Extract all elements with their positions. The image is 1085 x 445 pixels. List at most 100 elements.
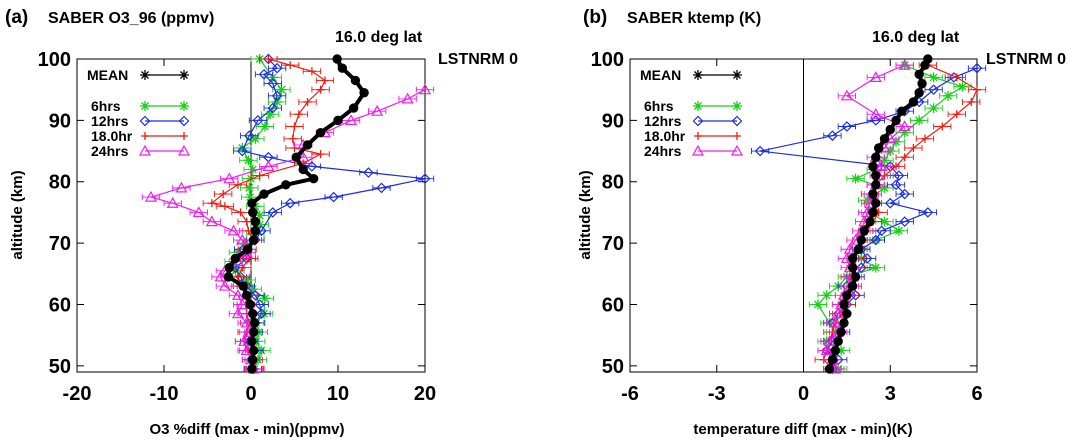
panel-a-y-tick-label-4: 90: [49, 110, 71, 132]
panel-a-series-MEAN-point-31: [332, 54, 342, 64]
panel-b-series-MEAN-point-5: [839, 318, 849, 328]
panel-a-series-24hrs-errorbar-15: [224, 227, 243, 234]
panel-b-series-24hrs-point-30: [898, 58, 911, 70]
panel-b-legend-marker-right-4: [730, 144, 744, 156]
panel-b-series-24hrs-errorbar-28: [837, 92, 856, 99]
panel-a-series-12hrs-errorbar-25: [240, 132, 259, 139]
panel-b-series-MEAN-point-1: [827, 355, 838, 365]
panel-b-ticks: -6 -3 0 3 6 50 60 70 80 90 100: [591, 49, 983, 405]
panel-a-series-12hrs-point-18: [328, 191, 339, 203]
panel-a-series-6hrs-point-23: [237, 142, 248, 153]
panel-a-series-24hrs-point-19: [144, 190, 157, 202]
panel-b-series-24hrs-point-6: [832, 307, 845, 319]
panel-b-series-6hrs-point-28: [957, 81, 968, 92]
panel-a-series-6hrs-point-7: [259, 293, 270, 304]
panel-a-legend-label-2: 12hrs: [91, 113, 129, 129]
panel-a-series-24hrs-errorbar-28: [398, 95, 417, 102]
panel-a-series-18.0hr-point-30: [316, 85, 325, 94]
panel-a-series-6hrs-point-29: [267, 72, 278, 83]
panel-a-series-12hrs-errorbar-16: [263, 209, 282, 216]
panel-a-series-MEAN-point-16: [250, 216, 261, 227]
panel-a-series-6hrs-point-9: [241, 274, 252, 285]
panel-a-x-axis-label: O3 %diff (max - min)(ppmv): [149, 421, 344, 438]
panel-a-letter: (a): [5, 7, 28, 28]
panel-b-series-12hrs-errorbar-25: [837, 123, 856, 130]
panel-a-series-MEAN-point-28: [359, 88, 369, 98]
panel-b-series-MEAN-point-14: [856, 235, 867, 245]
panel-a-series-24hrs-errorbar-19: [141, 194, 161, 201]
panel-a-series-6hrs-point-15: [254, 219, 265, 230]
panel-a-series-24hrs-errorbar-14: [233, 237, 252, 244]
panel-a-y-tick-label-3: 80: [49, 172, 71, 194]
panel-a-series-6hrs-point-10: [230, 265, 241, 276]
panel-a-series-24hrs-errorbar-17: [189, 209, 208, 216]
panel-a-legend-marker-left-4: [138, 144, 152, 156]
panel-a-series-MEAN-point-24: [302, 140, 313, 150]
panel-a-title: SABER O3_96 (ppmv): [48, 10, 214, 27]
panel-a-legend-label-4: 24hrs: [91, 143, 129, 159]
panel-b-legend-marker-left-2: [692, 115, 704, 127]
panel-b-x-tick-label-4: 6: [971, 383, 982, 405]
panel-a-series-MEAN-point-8: [241, 290, 252, 300]
panel-a-series-18.0hr-point-24: [316, 150, 325, 159]
panel-b-y-tick-label-5: 100: [591, 49, 624, 71]
panel-a-series-12hrs-point-29: [267, 78, 279, 89]
panel-a-series-MEAN-point-19: [259, 189, 269, 199]
panel-a-y-tick-label-0: 50: [49, 356, 71, 378]
panel-a-legend-marker-right-1: [179, 101, 189, 111]
panel-b-series-MEAN-point-3: [833, 336, 843, 347]
panel-b-series-6hrs-point-6: [812, 299, 823, 310]
panel-a-series-12hrs-point-27: [267, 102, 279, 114]
panel-a-series-12hrs-point-25: [243, 130, 255, 142]
panel-a-series-MEAN-point-22: [298, 164, 308, 175]
panel-b-legend-marker-left-0: [693, 70, 703, 80]
panel-a-ticks: -20 -10 0 10 20 50 60 70 80 90 100: [38, 49, 437, 405]
panel-a-series-MEAN-point-15: [250, 226, 261, 236]
panel-a-series-6hrs-point-13: [240, 238, 251, 249]
panel-a-series-12hrs-point-17: [284, 197, 296, 209]
panel-a-series-MEAN-point-4: [248, 327, 259, 337]
panel-a-series-12hrs-errorbar-30: [254, 71, 274, 78]
panel-a-series-24hrs-errorbar-27: [368, 108, 387, 115]
panel-a-lat-annotation: 16.0 deg lat: [335, 29, 423, 46]
panel-a-series-18.0hr-point-34: [264, 55, 273, 63]
panel-a-series-24hrs-errorbar-18: [163, 200, 182, 207]
panel-a-series-18.0hr-point-28: [294, 110, 303, 119]
panel-a-series-12hrs-point-30: [258, 68, 270, 80]
panel-b-series-6hrs-point-26: [928, 103, 939, 114]
panel-b-series-12hrs-errorbar-31: [967, 65, 987, 72]
panel-b-series-MEAN-point-16: [865, 216, 875, 227]
panel-b-series-6hrs-point-18: [879, 182, 890, 193]
panel-b-series-12hrs-point-15: [876, 225, 887, 237]
panel-b-series-6hrs-point-25: [914, 115, 925, 126]
panel-a-series-MEAN-point-30: [337, 63, 348, 73]
panel-a-series-MEAN-point-0: [247, 364, 257, 374]
panel-a-legend-marker-right-0: [179, 70, 189, 80]
panel-b-series-24hrs-errorbar-29: [866, 74, 885, 81]
panel-a-x-tick-label-1: -10: [150, 383, 179, 405]
panel-a-series-12hrs-point-7: [254, 299, 266, 310]
panel-b-series-12hrs-errorbar-17: [918, 209, 937, 216]
panel-b-series-24hrs-point-13: [843, 243, 856, 254]
panel-a-series-MEAN-point-14: [248, 235, 259, 245]
panel-a-series-MEAN-point-9: [238, 281, 248, 291]
panel-a-series-6hrs-point-26: [265, 109, 276, 120]
panel-a-x-tick-label-4: 20: [414, 383, 436, 405]
panel-b-y-axis-label: altitude (km): [577, 170, 594, 259]
panel-a-series-MEAN-point-13: [242, 244, 253, 254]
panel-b-series-12hrs-point-25: [841, 121, 853, 132]
panel-a-series-6hrs-point-27: [272, 96, 283, 107]
panel-b-series-12hrs-errorbar-24: [823, 132, 842, 139]
panel-a-series-18.0hr-point-19: [207, 199, 216, 208]
panel-b-series-12hrs-errorbar-20: [886, 181, 906, 188]
panel-b-series-6hrs-point-15: [879, 216, 890, 227]
panel-a-series-12hrs-errorbar-20: [415, 175, 435, 182]
panel-a-series-18.0hr-point-32: [307, 67, 316, 76]
panel-a-y-tick-label-1: 60: [49, 294, 71, 316]
panel-b-series-12hrs-point-19: [899, 188, 911, 200]
panel-b-legend-label-1: 6hrs: [644, 98, 674, 114]
panel-b-series-12hrs-point-17: [922, 207, 934, 218]
panel-a-series-12hrs-point-20: [419, 173, 431, 185]
panel-b-series-12hrs-point-14: [870, 234, 882, 246]
